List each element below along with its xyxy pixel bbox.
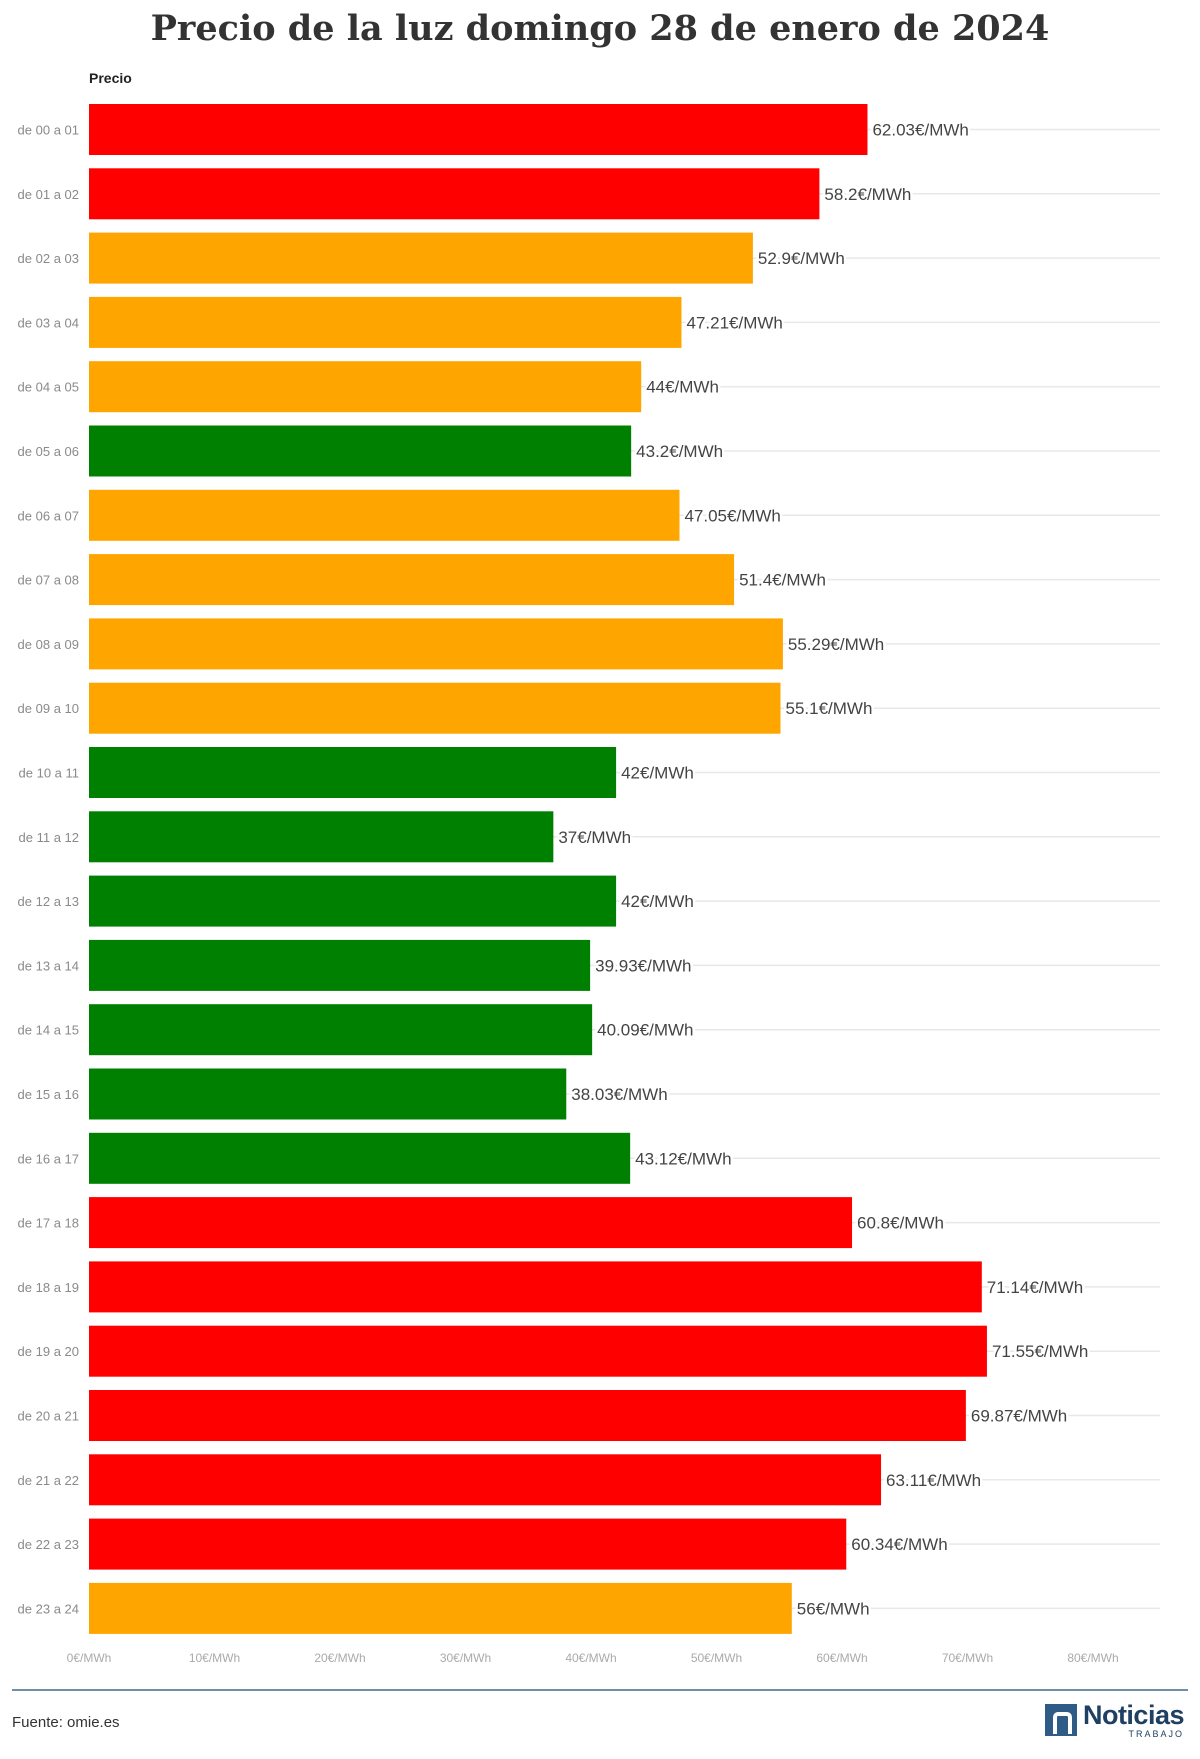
value-label: 40.09€/MWh bbox=[597, 1021, 693, 1040]
bar bbox=[89, 618, 783, 670]
grid-layer bbox=[89, 128, 1160, 1610]
value-label: 52.9€/MWh bbox=[758, 249, 845, 268]
bar bbox=[89, 296, 682, 348]
category-label: de 03 a 04 bbox=[18, 315, 79, 330]
bar bbox=[89, 1390, 966, 1441]
value-label: 44€/MWh bbox=[646, 378, 719, 397]
category-label: de 17 a 18 bbox=[18, 1216, 79, 1231]
x-tick-label: 60€/MWh bbox=[816, 1651, 867, 1665]
bar bbox=[89, 554, 735, 606]
value-label: 58.2€/MWh bbox=[824, 185, 911, 204]
value-label: 63.11€/MWh bbox=[886, 1471, 981, 1490]
category-label: de 21 a 22 bbox=[18, 1473, 79, 1488]
category-label: de 22 a 23 bbox=[18, 1537, 79, 1552]
value-label: 37€/MWh bbox=[558, 828, 631, 847]
bar bbox=[89, 168, 820, 220]
value-label: 62.03€/MWh bbox=[872, 121, 968, 140]
bar bbox=[89, 361, 642, 413]
value-label: 69.87€/MWh bbox=[971, 1407, 1067, 1426]
x-tick-label: 40€/MWh bbox=[565, 1651, 616, 1665]
bar-chart: de 00 a 01 de 01 a 02 de 02 a 03 de 03 a 04… bbox=[18, 104, 1160, 1665]
value-label: 71.14€/MWh bbox=[987, 1278, 1083, 1297]
bar bbox=[89, 939, 591, 991]
footer-divider bbox=[12, 1689, 1188, 1691]
value-label: 38.03€/MWh bbox=[571, 1085, 667, 1104]
value-label: 71.55€/MWh bbox=[992, 1342, 1088, 1361]
x-tick-label: 50€/MWh bbox=[691, 1651, 742, 1665]
category-labels: de 00 a 01 de 01 a 02 de 02 a 03 de 03 a 04… bbox=[18, 123, 79, 1617]
value-label: 60.8€/MWh bbox=[857, 1214, 944, 1233]
bar bbox=[89, 1454, 882, 1506]
value-label: 39.93€/MWh bbox=[595, 956, 691, 975]
bar bbox=[89, 489, 680, 541]
brand-name: Noticias bbox=[1082, 1699, 1185, 1730]
x-tick-label: 70€/MWh bbox=[942, 1651, 993, 1665]
bar bbox=[89, 104, 868, 155]
value-label: 51.4€/MWh bbox=[739, 571, 826, 590]
bar bbox=[89, 875, 617, 927]
category-label: de 00 a 01 bbox=[18, 123, 79, 138]
bar bbox=[89, 425, 632, 477]
bar bbox=[89, 1261, 982, 1313]
category-label: de 04 a 05 bbox=[18, 380, 79, 395]
category-label: de 06 a 07 bbox=[18, 508, 79, 523]
bar bbox=[89, 1518, 847, 1570]
bar bbox=[89, 1068, 567, 1120]
category-label: de 05 a 06 bbox=[18, 444, 79, 459]
category-label: de 14 a 15 bbox=[18, 1023, 79, 1038]
category-label: de 19 a 20 bbox=[18, 1344, 79, 1359]
category-label: de 07 a 08 bbox=[18, 573, 79, 588]
brand-subtitle: TRABAJO bbox=[1128, 1728, 1184, 1739]
category-label: de 16 a 17 bbox=[18, 1151, 79, 1166]
category-label: de 18 a 19 bbox=[18, 1280, 79, 1295]
x-tick-label: 0€/MWh bbox=[67, 1651, 112, 1665]
x-tick-label: 20€/MWh bbox=[314, 1651, 365, 1665]
value-label: 55.29€/MWh bbox=[788, 635, 884, 654]
x-tick-label: 30€/MWh bbox=[440, 1651, 491, 1665]
category-label: de 15 a 16 bbox=[18, 1087, 79, 1102]
category-label: de 09 a 10 bbox=[18, 701, 79, 716]
bar bbox=[89, 1582, 792, 1634]
bar bbox=[89, 747, 617, 798]
value-labels: 62.03€/MWh 58.2€/MWh 52.9€/MWh 47.21€/MWh 44… bbox=[556, 118, 1091, 1621]
chart-title: Precio de la luz domingo 28 de enero de … bbox=[150, 8, 1050, 49]
bar bbox=[89, 811, 554, 863]
bar bbox=[89, 1132, 631, 1184]
category-label: de 02 a 03 bbox=[18, 251, 79, 266]
category-label: de 10 a 11 bbox=[19, 766, 79, 781]
x-tick-label: 80€/MWh bbox=[1067, 1651, 1118, 1665]
value-label: 42€/MWh bbox=[621, 764, 694, 783]
brand-logo: Noticias TRABAJO bbox=[1044, 1699, 1185, 1740]
bar bbox=[89, 232, 753, 284]
bar bbox=[89, 1004, 593, 1056]
value-label: 47.21€/MWh bbox=[686, 313, 782, 332]
value-label: 42€/MWh bbox=[621, 892, 694, 911]
value-label: 60.34€/MWh bbox=[851, 1535, 947, 1554]
value-label: 47.05€/MWh bbox=[684, 506, 780, 525]
brand-mark-icon bbox=[1044, 1704, 1077, 1736]
category-label: de 08 a 09 bbox=[18, 637, 79, 652]
category-label: de 20 a 21 bbox=[18, 1409, 79, 1424]
bar-layer bbox=[89, 104, 987, 1634]
bar bbox=[89, 1325, 987, 1377]
series-title: Precio bbox=[89, 70, 132, 86]
source-note: Fuente: omie.es bbox=[12, 1714, 120, 1731]
bar bbox=[89, 682, 781, 734]
value-label: 56€/MWh bbox=[797, 1599, 870, 1618]
value-label: 43.12€/MWh bbox=[635, 1149, 731, 1168]
category-label: de 12 a 13 bbox=[18, 894, 79, 909]
category-label: de 11 a 12 bbox=[19, 830, 79, 845]
value-label: 43.2€/MWh bbox=[636, 442, 723, 461]
x-axis-ticks: 0€/MWh 10€/MWh 20€/MWh 30€/MWh 40€/MWh 50€/MW… bbox=[67, 1651, 1119, 1665]
bar bbox=[89, 1197, 853, 1249]
category-label: de 23 a 24 bbox=[18, 1601, 79, 1616]
category-label: de 01 a 02 bbox=[18, 187, 79, 202]
x-tick-label: 10€/MWh bbox=[189, 1651, 240, 1665]
value-label: 55.1€/MWh bbox=[786, 699, 873, 718]
category-label: de 13 a 14 bbox=[18, 958, 79, 973]
